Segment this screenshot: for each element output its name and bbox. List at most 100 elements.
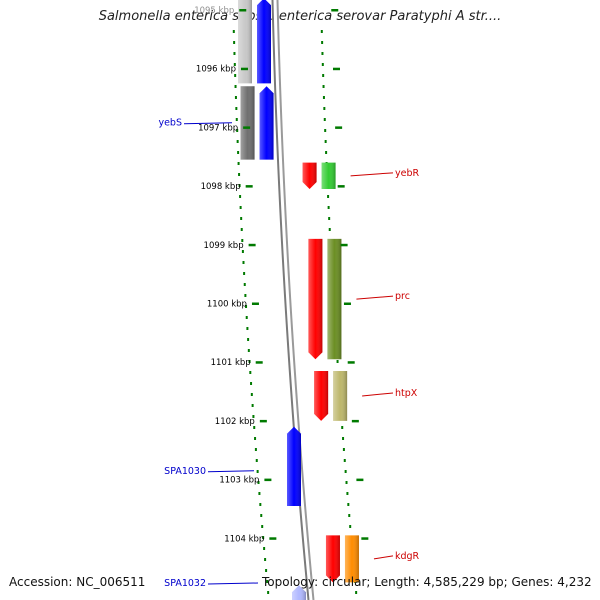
leader-line [362,392,394,397]
tick-1097: 1097 kbp [198,123,343,133]
ring-dot-left [233,63,236,66]
gene-yebS[interactable] [259,86,274,160]
ring-dot-left [238,184,241,187]
cog-feature[interactable] [238,0,253,84]
label-yebR[interactable]: yebR [350,168,420,179]
ring-dot-right [320,30,323,33]
ring-dot-right [323,118,326,121]
feature-shade [333,371,348,421]
ring-dot-left [258,492,261,495]
ring-dot-right [325,151,328,154]
ring-dot-right [349,525,352,528]
ring-dot-left [246,327,249,330]
tick-1098: 1098 kbp [201,182,345,192]
ring-dot-left [242,261,245,264]
ring-dot-right [328,217,331,220]
ring-dot-left [236,129,239,132]
ring-dot-left [237,151,240,154]
ring-dot-left [241,250,244,253]
tick-mark-right [347,361,355,364]
gene-prc[interactable] [308,238,323,360]
label-SPA1030[interactable]: SPA1030 [164,466,255,477]
label-htpX[interactable]: htpX [362,388,418,399]
feature-track [238,0,359,600]
ring-dot-right [336,360,339,363]
ring-dot-left [233,41,236,44]
tick-mark-right [351,419,359,423]
ring-dot-right [327,195,330,198]
ring-dot-left [265,569,268,572]
leader-line [350,172,394,177]
ring-dot-left [253,426,256,429]
tick-label: 1099 kbp [204,241,244,251]
gene-kdgR[interactable] [325,535,340,583]
cog-feature[interactable] [333,371,348,421]
label-SPA1032[interactable]: SPA1032 [164,578,259,589]
feature-shade [287,426,301,507]
tick-1102: 1102 kbp [215,417,359,427]
tick-mark-left [251,302,259,305]
tick-label: 1103 kbp [219,476,259,486]
cog-feature[interactable] [344,535,359,583]
ring-dot-left [241,239,244,242]
leader-line [356,295,394,300]
gene-SPA1030[interactable] [287,426,301,507]
cog-feature[interactable] [240,86,255,160]
ring-dot-right [321,41,324,44]
ring-dot-left [262,536,265,539]
cog-feature[interactable] [321,162,336,190]
leader-line [183,122,233,125]
feature-shade [302,162,317,190]
ring-dot-right [341,426,344,429]
ring-dot-left [252,415,255,418]
tick-1099: 1099 kbp [204,241,348,251]
ring-dot-left [233,52,236,55]
feature-label: htpX [395,388,418,399]
ring-dot-right [342,437,345,440]
ring-dot-right [347,503,350,506]
gene-SPA1032[interactable] [292,585,306,600]
tick-mark-right [337,185,345,188]
ring-dot-left [251,404,254,407]
cog-feature[interactable] [257,0,272,84]
tick-mark-right [356,478,364,482]
ring-dot-left [256,470,259,473]
tick-marks: 1095 kbp 1096 kbp 1097 kbp 1098 kbp 1099 kbp… [194,6,369,544]
topology-text: Topology: circular; Length: 4,585,229 bp… [262,575,592,589]
ring-dot-left [243,283,246,286]
feature-label: SPA1032 [164,578,206,589]
cog-feature[interactable] [327,238,342,360]
gene-htpX[interactable] [314,371,329,421]
ring-dot-left [247,349,250,352]
tick-label: 1098 kbp [201,182,241,192]
ring-dot-left [234,74,237,77]
tick-mark-right [340,243,348,247]
ring-dot-left [254,437,257,440]
feature-shade [238,0,253,84]
label-yebS[interactable]: yebS [158,118,233,129]
label-kdgR[interactable]: kdgR [373,551,420,562]
ring-dot-left [245,316,248,319]
ring-dot-left [234,85,237,88]
leader-line [207,582,259,585]
tick-label: 1104 kbp [224,534,264,544]
ring-dot-right [322,74,325,77]
tick-mark-right [361,537,369,540]
ring-dot-left [267,591,270,594]
map-title: Salmonella enterica subsp. enterica sero… [98,9,502,24]
feature-shade [259,86,274,160]
ring-dot-right [328,228,331,231]
tick-1100: 1100 kbp [207,300,351,310]
ring-dot-right [321,63,324,66]
gene-yebR[interactable] [302,162,317,190]
tick-label: 1095 kbp [194,6,234,16]
tick-mark-left [264,478,272,482]
tick-1096: 1096 kbp [196,65,340,75]
label-prc[interactable]: prc [356,291,410,302]
ring-dot-left [234,96,237,99]
ring-dot-left [259,503,262,506]
backbone-track [271,0,315,600]
ring-dot-right [323,107,326,110]
tick-mark-left [239,9,247,12]
